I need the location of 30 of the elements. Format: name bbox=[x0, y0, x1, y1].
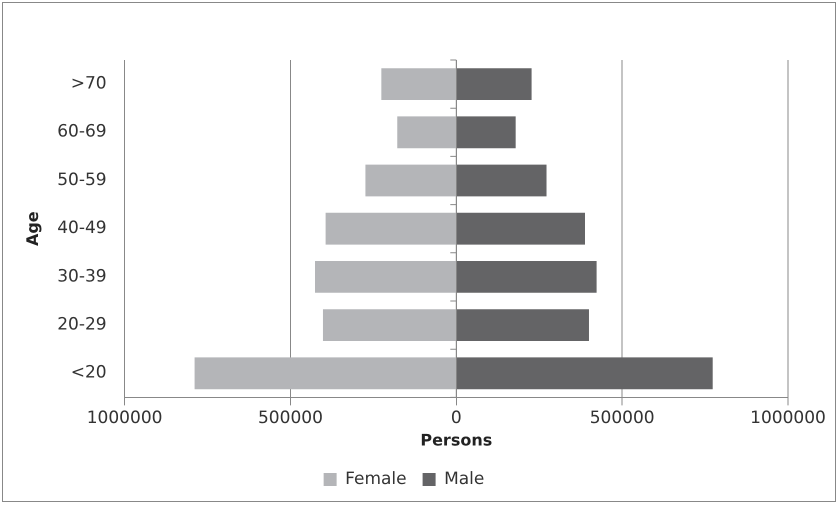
x-tick-label: 500000 bbox=[258, 408, 323, 428]
y-tick-label: 20-29 bbox=[57, 314, 107, 335]
y-tick-label: 50-59 bbox=[57, 170, 107, 190]
x-tick-label: 1000000 bbox=[86, 408, 162, 428]
y-tick-label: 40-49 bbox=[57, 218, 107, 238]
x-tick-label: 500000 bbox=[590, 408, 655, 428]
bar bbox=[456, 212, 585, 245]
bar bbox=[365, 164, 456, 196]
y-tick-label: 30-39 bbox=[57, 266, 107, 286]
bar bbox=[322, 309, 456, 342]
bar bbox=[456, 357, 713, 390]
bar bbox=[397, 116, 456, 148]
x-tick-label: 1000000 bbox=[750, 408, 826, 428]
y-axis-title: Age bbox=[22, 211, 42, 246]
x-tick-label: 0 bbox=[450, 408, 462, 428]
x-axis-title: Persons bbox=[420, 430, 492, 450]
bar bbox=[456, 164, 547, 196]
bar bbox=[456, 260, 597, 293]
bar bbox=[194, 357, 456, 390]
bar bbox=[456, 68, 532, 100]
y-tick-label: 60-69 bbox=[57, 122, 107, 142]
bar bbox=[381, 68, 456, 100]
legend-label: Male bbox=[444, 468, 484, 489]
y-tick-label: >70 bbox=[70, 74, 107, 94]
bar bbox=[456, 309, 589, 342]
y-tick-label: <20 bbox=[70, 362, 107, 383]
legend-label: Female bbox=[345, 468, 407, 489]
bar bbox=[326, 212, 456, 245]
bar bbox=[456, 116, 516, 148]
bar bbox=[314, 260, 456, 293]
